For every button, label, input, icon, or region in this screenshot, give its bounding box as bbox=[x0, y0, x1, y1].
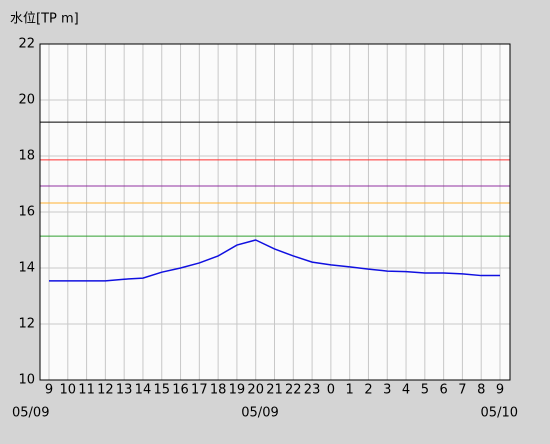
y-tick-label: 14 bbox=[18, 261, 35, 276]
y-tick-label: 18 bbox=[18, 149, 35, 164]
date-label: 05/10 bbox=[481, 406, 518, 421]
y-tick-label: 10 bbox=[18, 373, 35, 388]
x-tick-label: 16 bbox=[172, 383, 189, 398]
x-tick-label: 17 bbox=[191, 383, 208, 398]
x-tick-label: 23 bbox=[304, 383, 321, 398]
y-tick-label: 22 bbox=[18, 37, 35, 52]
x-tick-label: 19 bbox=[229, 383, 246, 398]
x-tick-label: 22 bbox=[285, 383, 302, 398]
x-tick-label: 18 bbox=[210, 383, 227, 398]
x-tick-label: 14 bbox=[135, 383, 152, 398]
x-tick-label: 9 bbox=[496, 383, 504, 398]
x-tick-label: 5 bbox=[421, 383, 429, 398]
x-tick-label: 20 bbox=[247, 383, 264, 398]
x-tick-label: 13 bbox=[116, 383, 133, 398]
x-tick-label: 9 bbox=[45, 383, 53, 398]
y-tick-label: 20 bbox=[18, 93, 35, 108]
x-tick-label: 21 bbox=[266, 383, 283, 398]
plot-frame bbox=[39, 43, 511, 381]
x-tick-label: 7 bbox=[458, 383, 466, 398]
x-tick-label: 10 bbox=[60, 383, 77, 398]
x-tick-label: 1 bbox=[346, 383, 354, 398]
x-tick-label: 6 bbox=[439, 383, 447, 398]
x-tick-label: 3 bbox=[383, 383, 391, 398]
x-tick-label: 12 bbox=[97, 383, 114, 398]
x-tick-label: 0 bbox=[327, 383, 335, 398]
x-tick-label: 8 bbox=[477, 383, 485, 398]
y-tick-label: 12 bbox=[18, 317, 35, 332]
date-label: 05/09 bbox=[12, 406, 49, 421]
x-tick-label: 11 bbox=[78, 383, 95, 398]
y-axis-label: 水位[TP m] bbox=[10, 12, 79, 27]
date-label: 05/09 bbox=[241, 406, 278, 421]
y-tick-label: 16 bbox=[18, 205, 35, 220]
x-tick-label: 15 bbox=[153, 383, 170, 398]
x-tick-label: 2 bbox=[364, 383, 372, 398]
x-tick-label: 4 bbox=[402, 383, 410, 398]
series-line bbox=[49, 239, 500, 282]
